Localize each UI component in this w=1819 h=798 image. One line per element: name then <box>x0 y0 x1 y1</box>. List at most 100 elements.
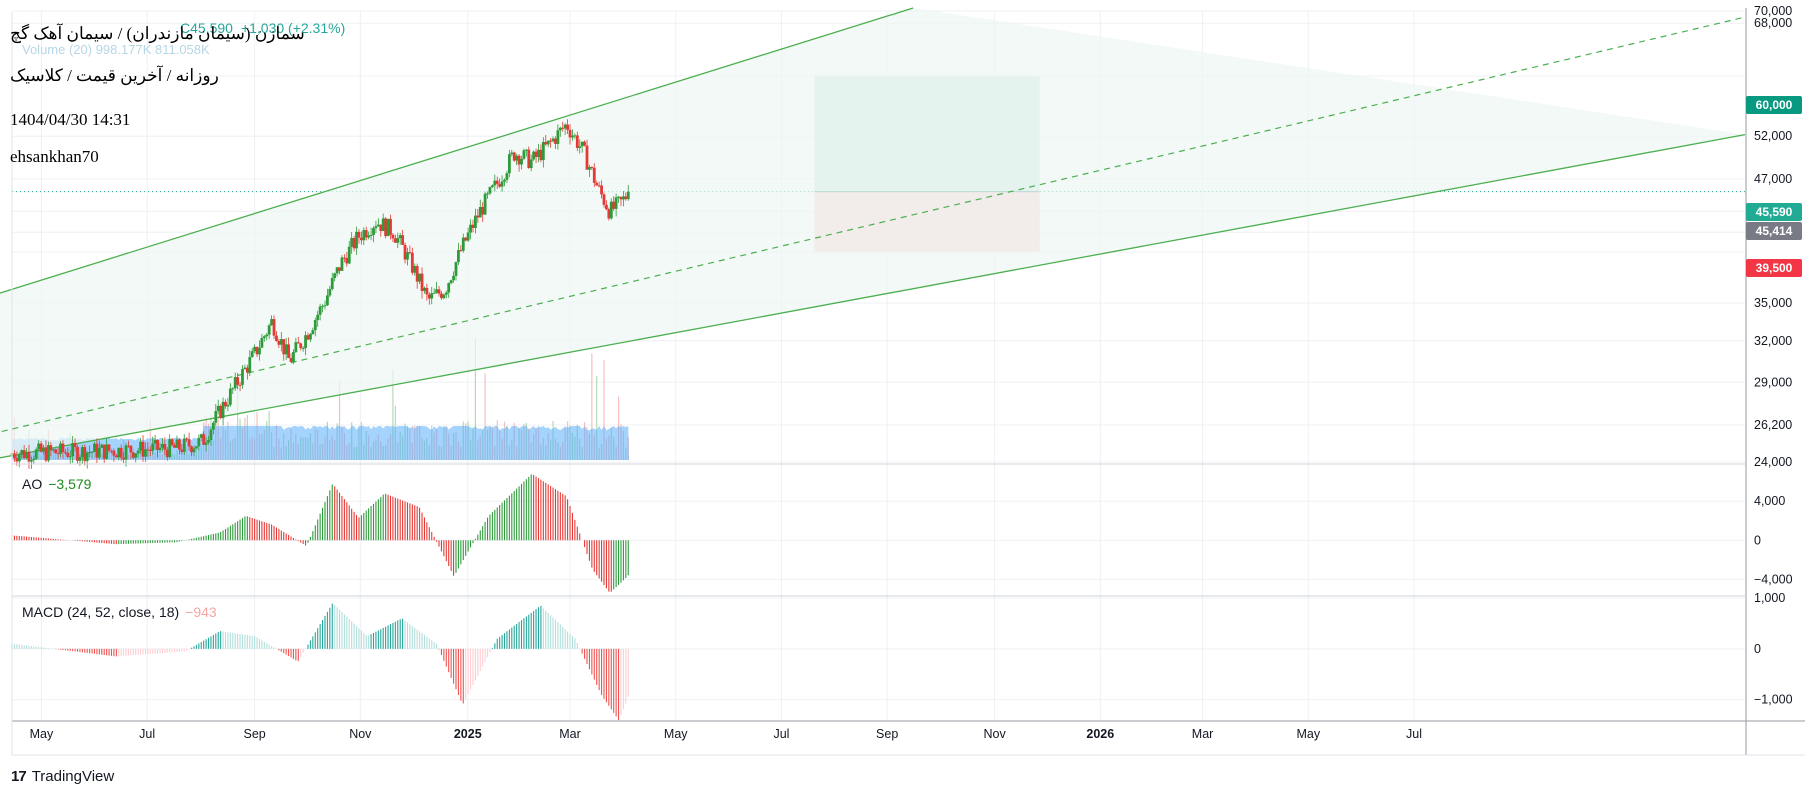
price-tick-label: 52,000 <box>1754 129 1792 143</box>
candle-down <box>102 444 106 459</box>
ohlc-readout: C45,590 +1,030 (+2.31%) <box>180 20 353 36</box>
macd-histogram <box>11 603 629 720</box>
candle-up <box>20 450 24 455</box>
candle-up <box>25 451 28 459</box>
candle-up <box>335 267 339 274</box>
candle-up <box>328 289 332 296</box>
candle-down <box>107 444 111 451</box>
candle-down <box>427 294 431 299</box>
candle-up <box>478 206 482 218</box>
candle-down <box>27 451 31 462</box>
candle-down <box>219 405 223 419</box>
time-tick-label: 2026 <box>1086 727 1114 741</box>
candle-up <box>524 149 528 151</box>
time-tick-label: 2025 <box>454 727 482 741</box>
candle-down <box>568 129 572 138</box>
candle-down <box>148 450 152 452</box>
price-axis[interactable]: 24,000 26,200 29,000 32,000 35,000 47,000 52,0… <box>1754 4 1793 707</box>
candle-up <box>194 446 198 449</box>
candle-up <box>209 429 213 440</box>
candle-up <box>93 443 96 452</box>
author-name: ehsankhan70 <box>10 147 99 166</box>
candle-down <box>590 167 594 169</box>
ao-tick-label: 4,000 <box>1754 494 1785 508</box>
regression-channel[interactable] <box>0 7 1746 462</box>
candle-down <box>224 401 227 407</box>
candle-down <box>282 339 286 355</box>
candle-down <box>384 218 388 237</box>
candle-up <box>68 456 72 458</box>
candle-up <box>216 405 220 412</box>
candle-down <box>63 452 67 454</box>
tradingview-logo[interactable]: 17 TradingView <box>11 768 114 785</box>
candle-down <box>131 452 135 458</box>
time-axis[interactable]: May Jul Sep Nov 2025 Mar May Jul Sep Nov 2026 Mar Ma… <box>30 727 1422 741</box>
candle-down <box>440 293 443 299</box>
candle-down <box>49 445 53 451</box>
candle-up <box>369 234 373 236</box>
candle-down <box>605 204 608 210</box>
candle-up <box>449 280 453 284</box>
candle-up <box>488 187 492 194</box>
candle-up <box>321 306 324 308</box>
candle-up <box>326 295 329 306</box>
candle-up <box>267 325 271 335</box>
ao-legend: AO −3,579 <box>22 476 91 492</box>
candle-up <box>294 342 298 352</box>
candle-up <box>78 457 82 461</box>
candle-down <box>554 138 557 144</box>
symbol-title: سمازن (سیمان مازندران) / سیمان آهک گچ <box>10 24 305 43</box>
target-price-tag[interactable]: 60,000 <box>1746 96 1802 114</box>
candle-down <box>289 358 293 362</box>
candle-down <box>202 434 206 445</box>
candle-up <box>541 141 545 161</box>
candle-down <box>306 335 310 340</box>
candle-up <box>432 292 436 294</box>
candle-up <box>614 197 618 209</box>
candle-up <box>444 292 448 295</box>
candle-down <box>342 257 346 259</box>
candle-up <box>529 159 533 168</box>
candle-up <box>231 388 235 390</box>
candle-up <box>117 447 121 458</box>
ao-histogram <box>11 474 629 592</box>
candle-up <box>168 439 172 458</box>
stop-price-tag[interactable]: 39,500 <box>1746 259 1802 277</box>
candle-up <box>90 451 94 453</box>
candle-up <box>396 238 400 243</box>
candle-up <box>197 437 201 447</box>
candle-up <box>469 224 472 233</box>
candle-up <box>503 179 506 182</box>
candle-up <box>626 191 630 200</box>
candle-up <box>34 449 38 459</box>
candle-down <box>255 346 259 355</box>
candle-up <box>17 454 21 462</box>
time-tick-label: Jul <box>139 727 155 741</box>
candle-up <box>330 278 334 290</box>
marker-price-tag[interactable]: 45,414 <box>1746 222 1802 240</box>
time-tick-label: May <box>30 727 54 741</box>
candle-down <box>585 145 589 170</box>
candle-down <box>391 234 395 239</box>
candle-up <box>250 351 254 358</box>
time-tick-label: Sep <box>876 727 898 741</box>
candle-down <box>245 367 249 373</box>
price-tick-label: 68,000 <box>1754 16 1792 30</box>
candle-down <box>379 224 383 232</box>
last-price-tag[interactable]: 45,590 <box>1746 203 1802 221</box>
ao-tick-label: −4,000 <box>1754 572 1793 586</box>
candle-up <box>398 235 402 239</box>
candle-up <box>311 330 315 334</box>
candle-up <box>355 231 358 249</box>
candle-down <box>607 209 611 219</box>
candle-up <box>362 230 366 241</box>
candle-up <box>30 460 33 462</box>
candle-up <box>493 180 497 186</box>
candle-up <box>139 441 142 451</box>
candle-up <box>158 447 162 450</box>
candle-down <box>566 124 569 130</box>
candle-down <box>173 445 176 448</box>
candle-up <box>474 215 477 228</box>
candle-up <box>323 305 327 307</box>
